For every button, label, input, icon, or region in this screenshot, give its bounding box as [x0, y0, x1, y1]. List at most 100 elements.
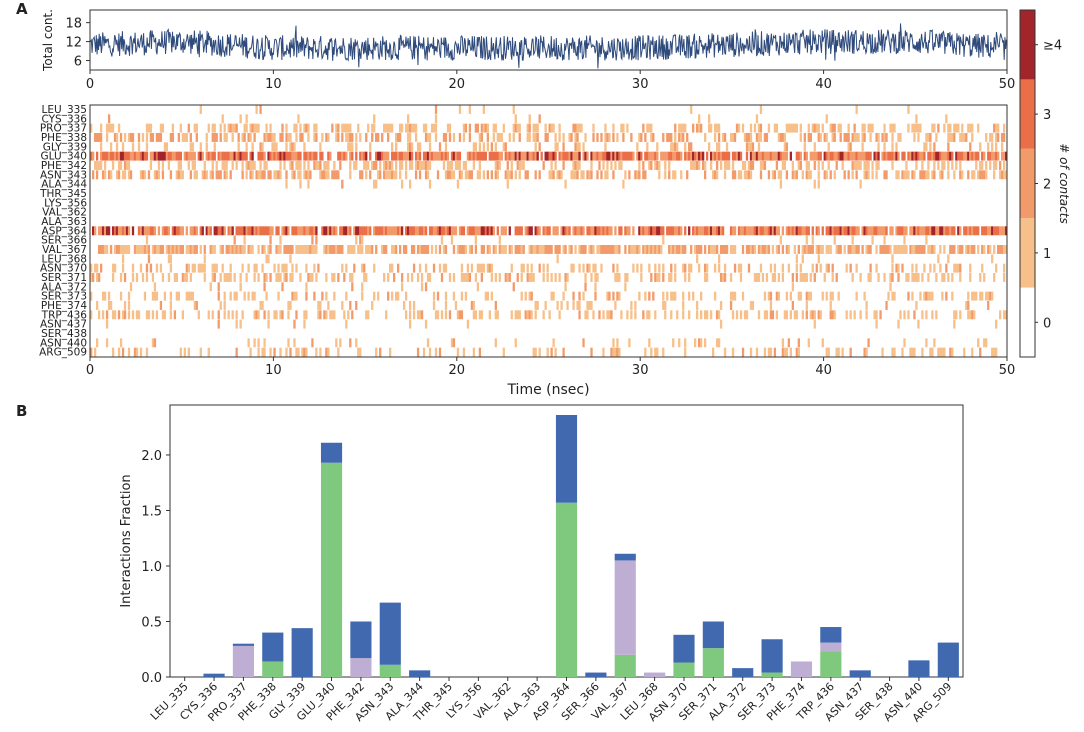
heatmap-cell [444, 291, 448, 301]
bar-y-axis-label: Interactions Fraction [119, 474, 134, 607]
heatmap-cell [333, 226, 336, 236]
heatmap-residue-label: PHE_338 [41, 132, 87, 144]
heatmap-cell [799, 273, 802, 282]
heatmap-cell [167, 161, 171, 170]
heatmap-cell [793, 226, 796, 236]
heatmap-cell [510, 170, 513, 180]
heatmap-cell [171, 151, 175, 161]
heatmap-cell [269, 226, 272, 236]
heatmap-cell [937, 151, 940, 161]
heatmap-cell [600, 226, 603, 236]
heatmap-cell [688, 263, 691, 273]
heatmap-cell [682, 133, 685, 142]
heatmap-cell [492, 133, 495, 142]
heatmap-cell [907, 273, 910, 282]
heatmap-cell [723, 347, 727, 357]
heatmap-cell [295, 347, 298, 357]
heatmap-cell [642, 161, 645, 170]
heatmap-cell [919, 226, 922, 236]
heatmap-cell [949, 133, 952, 142]
heatmap-cell [253, 123, 256, 133]
heatmap-cell [989, 161, 992, 170]
heatmap-cell [127, 170, 131, 180]
heatmap-cell [490, 151, 493, 161]
heatmap-cell [375, 161, 378, 170]
heatmap-cell [153, 338, 157, 348]
heatmap-cell [825, 133, 828, 142]
heatmap-cell [175, 151, 179, 161]
heatmap-cell [688, 226, 691, 236]
heatmap-cell [458, 133, 462, 142]
heatmap-cell [1001, 151, 1004, 161]
heatmap-cell [749, 226, 753, 236]
heatmap-cell [871, 123, 874, 133]
heatmap-cell [490, 291, 493, 301]
heatmap-cell [917, 123, 920, 133]
heatmap-cell [347, 245, 350, 254]
heatmap-cell [91, 273, 95, 282]
heatmap-cell [879, 226, 882, 236]
heatmap-cell [472, 310, 476, 320]
heatmap-cell [393, 226, 396, 236]
heatmap-cell [865, 347, 868, 357]
heatmap-cell [953, 245, 956, 254]
heatmap-cell [987, 245, 990, 254]
heatmap-cell [901, 170, 904, 180]
heatmap-cell [941, 273, 944, 282]
heatmap-cell [891, 133, 894, 142]
heatmap-cell [359, 347, 362, 357]
heatmap-cell [953, 319, 956, 329]
heatmap-cell [203, 263, 206, 273]
heatmap-cell [468, 226, 472, 236]
heatmap-cell [209, 151, 212, 161]
heatmap-cell [801, 310, 804, 320]
heatmap-cell [797, 338, 800, 348]
heatmap-cell [151, 273, 155, 282]
heatmap-cell [339, 226, 342, 236]
heatmap-cell [719, 319, 723, 329]
heatmap-cell [620, 151, 623, 161]
heatmap-cell [785, 123, 789, 133]
heatmap-cell [570, 170, 573, 180]
heatmap-cell [345, 263, 348, 273]
heatmap-cell [480, 245, 484, 254]
bar-water-bridges [232, 643, 254, 646]
heatmap-cell [933, 142, 936, 152]
top-x-tick-label: 50 [999, 77, 1016, 92]
heatmap-cell [526, 123, 529, 133]
heatmap-cell [528, 123, 531, 133]
heatmap-cell [793, 245, 796, 254]
heatmap-cell [965, 301, 968, 310]
heatmap-cell [979, 170, 982, 180]
heatmap-cell [949, 226, 952, 236]
heatmap-cell [821, 226, 824, 236]
heatmap-cell [654, 347, 657, 357]
heatmap-cell [735, 123, 739, 133]
heatmap-cell [628, 338, 631, 348]
heatmap-cell [510, 151, 513, 161]
heatmap-cell [859, 151, 862, 161]
heatmap-cell [159, 151, 163, 161]
heatmap-cell [644, 347, 647, 357]
heatmap-cell [971, 310, 974, 320]
heatmap-cell [315, 226, 318, 236]
heatmap-cell [522, 161, 525, 170]
heatmap-cell [941, 161, 944, 170]
heatmap-cell [365, 133, 368, 142]
heatmap-cell [267, 319, 270, 329]
heatmap-cell [707, 226, 711, 236]
heatmap-cell [847, 142, 850, 152]
heatmap-cell [692, 226, 695, 236]
heatmap-cell [692, 123, 695, 133]
heatmap-cell [311, 151, 314, 161]
heatmap-cell [711, 151, 715, 161]
heatmap-cell [418, 310, 422, 320]
heatmap-cell [959, 151, 962, 161]
heatmap-cell [211, 245, 214, 254]
heatmap-cell [289, 347, 292, 357]
heatmap-cell [586, 263, 589, 273]
heatmap-cell [983, 273, 986, 282]
heatmap-cell [763, 226, 767, 236]
heatmap-cell [377, 133, 380, 142]
heatmap-cell [945, 226, 948, 236]
